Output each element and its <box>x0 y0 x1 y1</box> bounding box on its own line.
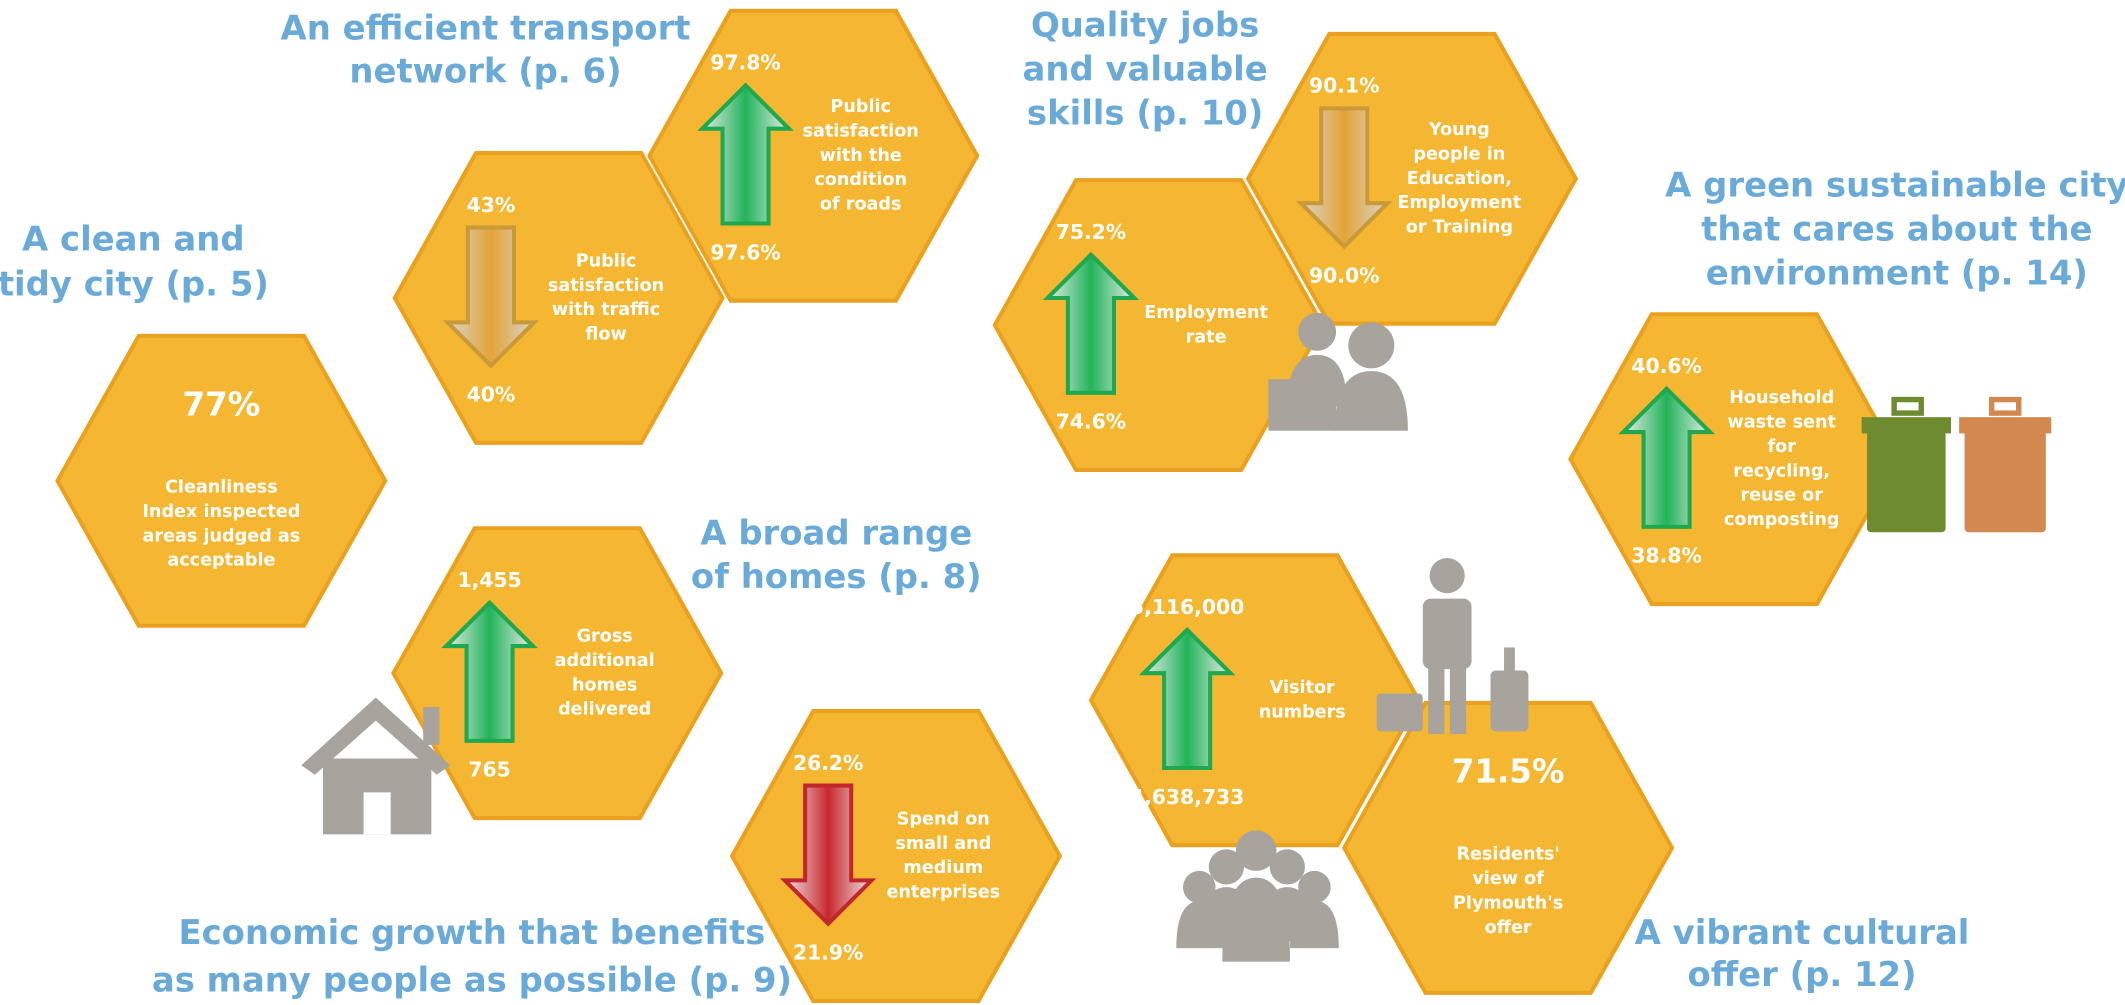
hex-label: Spend on <box>897 809 990 829</box>
hexagon-card: 77% Cleanliness Index inspected areas judge… <box>58 336 386 626</box>
hex-label: waste sent <box>1728 413 1836 433</box>
hex-label: homes <box>572 675 637 695</box>
section-heading: An efficient transport <box>281 8 691 47</box>
hexagon <box>393 528 721 818</box>
hexagon-card: 40.6% 38.8% Household waste sent for recyclin… <box>1570 314 1898 604</box>
hex-label: satisfaction <box>803 121 919 141</box>
crowd-icon <box>1176 830 1339 961</box>
hex-label: people in <box>1413 144 1505 164</box>
section-heading: Economic growth that benefits <box>178 913 765 952</box>
hex-label: areas judged as <box>143 526 301 546</box>
section-heading: of homes (p. 8) <box>691 557 982 596</box>
house-icon <box>301 698 450 835</box>
big-value: 71.5% <box>1452 752 1565 790</box>
hexagon <box>732 711 1060 1001</box>
bottom-value: 90.0% <box>1309 263 1379 287</box>
top-value: 97.8% <box>710 51 780 75</box>
hex-label: composting <box>1724 510 1840 530</box>
section-heading: offer (p. 12) <box>1687 955 1916 994</box>
hex-label: recycling, <box>1733 461 1830 481</box>
section-heading: network (p. 6) <box>349 52 621 91</box>
hex-label: view of <box>1472 869 1544 889</box>
section-heading: A green sustainable city <box>1665 165 2125 204</box>
section-heading: A vibrant cultural <box>1635 913 1970 952</box>
hex-label: or Training <box>1406 218 1513 238</box>
hex-label: Plymouth's <box>1453 893 1563 913</box>
hex-label: condition <box>814 170 907 190</box>
hex-label: Cleanliness <box>165 478 278 498</box>
top-value: 40.6% <box>1631 354 1701 378</box>
top-value: 1,455 <box>457 568 521 592</box>
section-heading: Quality jobs <box>1031 6 1259 45</box>
bottom-value: 74.6% <box>1056 410 1126 434</box>
hex-label: Young <box>1428 120 1490 140</box>
top-value: 5,116,000 <box>1130 595 1244 619</box>
top-value: 43% <box>467 193 516 217</box>
bottom-value: 97.6% <box>710 240 780 264</box>
bottom-value: 4,638,733 <box>1130 785 1244 809</box>
hex-label: Employment <box>1144 303 1268 323</box>
top-value: 75.2% <box>1056 220 1126 244</box>
hex-label: Education, <box>1407 169 1512 189</box>
hex-label: Public <box>576 251 637 271</box>
hex-label: enterprises <box>886 883 1000 903</box>
hex-label: numbers <box>1259 702 1346 722</box>
big-value: 77% <box>182 385 260 423</box>
hex-label: of roads <box>820 195 902 215</box>
hex-label: acceptable <box>167 551 275 571</box>
top-value: 26.2% <box>793 751 863 775</box>
hex-label: Visitor <box>1270 678 1335 698</box>
traveller-icon <box>1377 558 1529 734</box>
hex-label: with traffic <box>552 300 660 320</box>
section-heading: tidy city (p. 5) <box>0 264 269 303</box>
hex-label: with the <box>820 146 902 166</box>
hex-label: medium <box>903 858 983 878</box>
section-heading: A broad range <box>700 514 972 553</box>
hex-label: delivered <box>558 700 651 720</box>
section-heading: that cares about the <box>1701 209 2092 248</box>
section-heading: as many people as possible (p. 9) <box>152 960 792 999</box>
hex-label: Public <box>830 97 891 117</box>
bottom-value: 38.8% <box>1631 544 1701 568</box>
bins-icon <box>1862 400 2052 533</box>
hex-label: for <box>1768 437 1797 457</box>
top-value: 90.1% <box>1309 74 1379 98</box>
section-heading: skills (p. 10) <box>1027 94 1263 133</box>
hex-label: Gross <box>577 627 633 647</box>
bottom-value: 40% <box>467 382 516 406</box>
bottom-value: 21.9% <box>793 941 863 965</box>
infographic: 77% Cleanliness Index inspected areas judge… <box>0 0 2125 1005</box>
hex-label: Index inspected <box>142 502 300 522</box>
hex-label: rate <box>1186 327 1227 347</box>
section-heading: A clean and <box>22 220 245 259</box>
hex-label: Residents' <box>1456 845 1559 865</box>
hexagon-card: 26.2% 21.9% Spend on small and medium enterpr… <box>732 711 1060 1001</box>
hexagon <box>1570 314 1898 604</box>
hex-label: satisfaction <box>548 276 664 296</box>
hex-label: flow <box>585 325 626 345</box>
hex-label: additional <box>555 651 655 671</box>
hex-label: small and <box>895 834 991 854</box>
section-heading: and valuable <box>1022 50 1267 89</box>
hexagon-card: 1,455 765 Gross additional homes delivered <box>393 528 721 818</box>
section-heading: environment (p. 14) <box>1706 253 2088 292</box>
hex-label: offer <box>1485 918 1532 938</box>
hex-label: Household <box>1729 388 1834 408</box>
hex-label: reuse or <box>1740 486 1823 506</box>
hexagons: 77% Cleanliness Index inspected areas judge… <box>58 11 1899 1001</box>
hex-label: Employment <box>1397 193 1521 213</box>
bottom-value: 765 <box>468 758 510 782</box>
